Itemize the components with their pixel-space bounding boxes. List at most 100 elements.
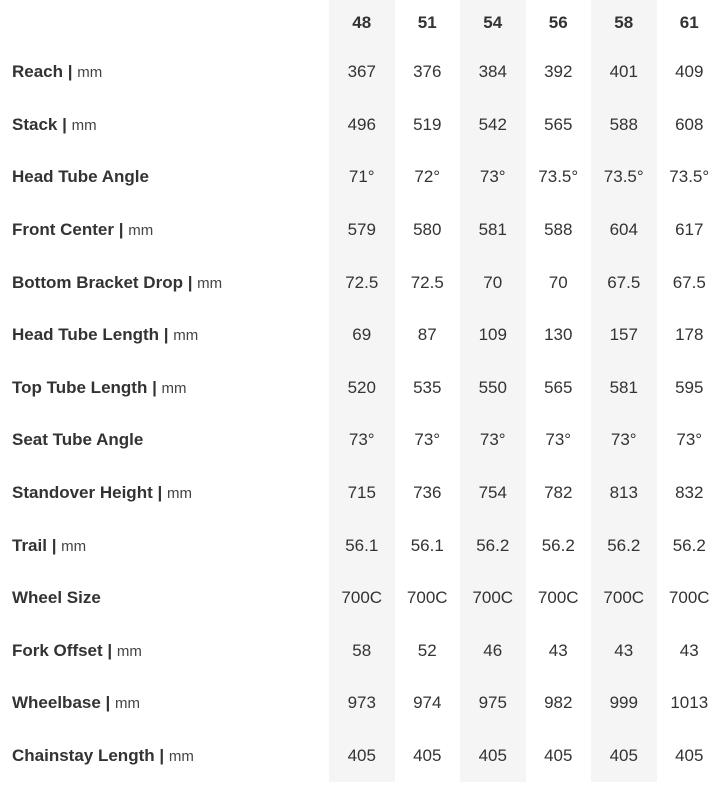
value-cell: 588 [591,98,657,152]
row-label: Trail | mm [0,519,329,572]
size-header-61: 61 [679,13,699,32]
value-cell: 73° [460,414,526,467]
value-cell: 973 [329,677,395,730]
row-label: Reach | mm [0,46,329,99]
value-cell: 157 [591,308,657,362]
row-label: Chainstay Length | mm [0,730,329,783]
value-cell: 700C [668,588,710,608]
value-cell: 715 [329,466,395,520]
table-row: Trail | mm 56.1 56.1 56.2 56.2 56.2 56.2 [0,519,722,572]
table-row: Seat Tube Angle 73° 73° 73° 73° 73° 73° [0,414,722,467]
value-cell: 700C [537,588,579,608]
row-label-unit: mm [116,642,142,660]
value-cell: 595 [675,377,704,397]
value-cell: 43 [548,640,568,660]
value-cell: 535 [413,377,442,397]
row-label: Head Tube Angle [0,151,329,204]
value-cell: 999 [591,677,657,730]
value-cell: 69 [329,308,395,362]
value-cell: 43 [679,640,699,660]
row-label-name: Stack [12,114,58,134]
value-cell: 975 [460,677,526,730]
row-label: Fork Offset | mm [0,625,329,678]
value-cell: 70 [548,272,568,292]
table-row: Standover Height | mm 715 736 754 782 813 832 [0,466,722,520]
value-cell: 72° [414,167,441,187]
header-row: 48 51 54 56 58 61 [0,0,722,46]
value-cell: 73° [460,151,526,204]
row-label-name: Chainstay Length [12,746,155,766]
row-label: Wheel Size [0,572,329,625]
value-cell: 87 [417,325,437,345]
value-cell: 565 [544,114,573,134]
row-label-unit: mm [168,748,194,766]
size-header-51: 51 [417,13,437,32]
row-label: Front Center | mm [0,204,329,257]
row-label-name: Wheel Size [12,588,101,608]
value-cell: 56.2 [541,535,575,555]
unit-separator: | [159,325,174,345]
size-header-56: 56 [548,13,568,32]
value-cell: 384 [460,46,526,99]
value-cell: 367 [329,46,395,99]
value-cell: 1013 [670,693,709,713]
value-cell: 974 [413,693,442,713]
row-label: Top Tube Length | mm [0,362,329,415]
value-cell: 405 [544,746,573,766]
value-cell: 736 [413,483,442,503]
table-row: Fork Offset | mm 58 52 46 43 43 43 [0,624,722,678]
value-cell: 67.5 [672,272,706,292]
table-row: Front Center | mm 579 580 581 588 604 617 [0,203,722,257]
row-label-name: Bottom Bracket Drop [12,272,183,292]
unit-separator: | [63,62,78,82]
row-label: Wheelbase | mm [0,677,329,730]
value-cell: 550 [460,361,526,415]
row-label-name: Front Center [12,220,114,240]
row-label-unit: mm [197,274,223,292]
value-cell: 73° [414,430,441,450]
row-label: Standover Height | mm [0,467,329,520]
value-cell: 67.5 [591,256,657,309]
row-label-name: Head Tube Angle [12,167,149,187]
row-label-name: Trail [12,535,47,555]
row-label-unit: mm [161,379,187,397]
value-cell: 608 [675,114,704,134]
unit-separator: | [102,640,117,660]
unit-separator: | [147,377,162,397]
value-cell: 43 [591,624,657,678]
unit-separator: | [46,535,62,555]
row-label-name: Top Tube Length [12,377,148,397]
value-cell: 178 [675,325,704,345]
table-row: Wheel Size 700C 700C 700C 700C 700C 700C [0,571,722,625]
size-header-54: 54 [460,0,526,46]
row-label: Head Tube Length | mm [0,309,329,362]
row-label-name: Head Tube Length [12,325,160,345]
row-label-name: Standover Height [12,483,153,503]
value-cell: 405 [591,729,657,783]
value-cell: 754 [460,466,526,520]
row-label: Seat Tube Angle [0,414,329,467]
value-cell: 56.1 [329,519,395,572]
value-cell: 376 [413,62,442,82]
value-cell: 72.5 [410,272,444,292]
value-cell: 700C [329,571,395,625]
value-cell: 579 [329,203,395,257]
value-cell: 56.2 [672,535,706,555]
value-cell: 73° [591,414,657,467]
table-row: Wheelbase | mm 973 974 975 982 999 1013 [0,677,722,730]
table-row: Chainstay Length | mm 405 405 405 405 405 405 [0,729,722,783]
value-cell: 73.5° [669,167,710,187]
value-cell: 700C [406,588,448,608]
value-cell: 782 [544,483,573,503]
value-cell: 72.5 [329,256,395,309]
row-label: Bottom Bracket Drop | mm [0,256,329,309]
table-row: Head Tube Length | mm 69 87 109 130 157 178 [0,308,722,362]
value-cell: 520 [329,361,395,415]
value-cell: 700C [591,571,657,625]
row-label-name: Seat Tube Angle [12,430,144,450]
value-cell: 401 [591,46,657,99]
value-cell: 832 [675,483,704,503]
value-cell: 604 [591,203,657,257]
header-blank [0,0,329,46]
value-cell: 71° [329,151,395,204]
